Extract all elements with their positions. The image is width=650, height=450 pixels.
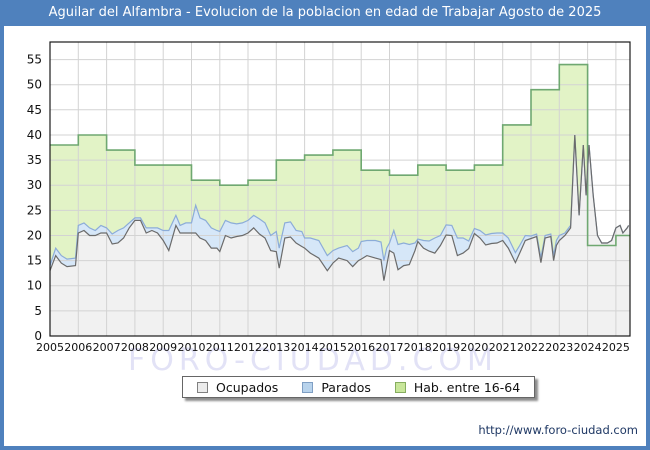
y-tick-label: 10	[27, 279, 42, 293]
line-hab-16-64	[50, 63, 630, 247]
chart-gridlines	[49, 42, 630, 336]
watermark-text: FORO-CIUDAD.COM	[128, 343, 498, 378]
legend-item-hab-16-64: Hab. entre 16-64	[394, 379, 521, 395]
y-tick-label: 25	[27, 203, 42, 217]
x-tick-label: 2019	[432, 341, 460, 354]
y-tick-label: 55	[27, 53, 42, 67]
legend-item-ocupados: Ocupados	[197, 380, 278, 395]
frame-border-right	[646, 0, 650, 450]
chart-legend: Ocupados Parados Hab. entre 16-64	[182, 376, 536, 398]
x-tick-label: 2013	[262, 341, 290, 354]
frame-border-bottom	[0, 446, 650, 450]
x-tick-label: 2009	[149, 341, 177, 354]
x-tick-label: 2005	[36, 341, 64, 354]
plot-border	[49, 41, 631, 337]
x-tick-label: 2006	[64, 341, 92, 354]
x-tick-label: 2012	[234, 341, 262, 354]
legend-label-hab-16-64: Hab. entre 16-64	[413, 379, 521, 395]
legend-label-ocupados: Ocupados	[216, 379, 279, 395]
x-tick-label: 2025	[602, 341, 630, 354]
x-tick-label: 2015	[319, 341, 347, 354]
x-tick-label: 2017	[376, 341, 404, 354]
x-tick-label: 2020	[460, 341, 488, 354]
y-tick-label: 15	[27, 254, 42, 268]
x-tick-label: 2021	[489, 341, 517, 354]
x-tick-label: 2010	[178, 341, 206, 354]
title-bar: Aguilar del Alfambra - Evolucion de la p…	[0, 0, 650, 26]
y-axis-labels: 0 5 10 15 20 25 30 35 40 45 50 55	[27, 53, 42, 343]
y-tick-label: 5	[34, 304, 42, 318]
y-tick-label: 35	[27, 153, 42, 167]
line-ocupados	[49, 134, 630, 281]
legend-item-parados: Parados	[302, 380, 371, 395]
frame-border-left	[0, 0, 4, 450]
x-tick-label: 2022	[517, 341, 545, 354]
x-tick-label: 2023	[545, 341, 573, 354]
legend-swatch-parados	[302, 381, 314, 393]
y-tick-label: 30	[27, 178, 42, 192]
x-tick-label: 2014	[291, 341, 319, 354]
footer-link[interactable]: http://www.foro-ciudad.com	[478, 423, 638, 437]
y-tick-label: 50	[27, 78, 42, 92]
x-tick-label: 2008	[121, 341, 149, 354]
x-axis-labels: 2005 2006 2007 2008 2009 2010 2011 2012 2013 2014…	[36, 341, 630, 354]
legend-label-parados: Parados	[321, 379, 371, 395]
x-tick-label: 2024	[574, 341, 602, 354]
x-tick-label: 2018	[404, 341, 432, 354]
chart-area-fills	[50, 64, 630, 336]
y-tick-label: 40	[27, 128, 42, 142]
y-tick-label: 20	[27, 229, 42, 243]
chart-series-lines	[49, 63, 630, 281]
x-tick-label: 2016	[347, 341, 375, 354]
page-title: Aguilar del Alfambra - Evolucion de la p…	[48, 5, 602, 20]
legend-swatch-hab-16-64	[394, 381, 406, 393]
line-parados	[49, 134, 630, 266]
y-tick-label: 45	[27, 103, 42, 117]
x-tick-label: 2007	[93, 341, 121, 354]
legend-swatch-ocupados	[197, 381, 208, 393]
y-tick-label: 0	[34, 329, 42, 343]
x-tick-label: 2011	[206, 341, 234, 354]
